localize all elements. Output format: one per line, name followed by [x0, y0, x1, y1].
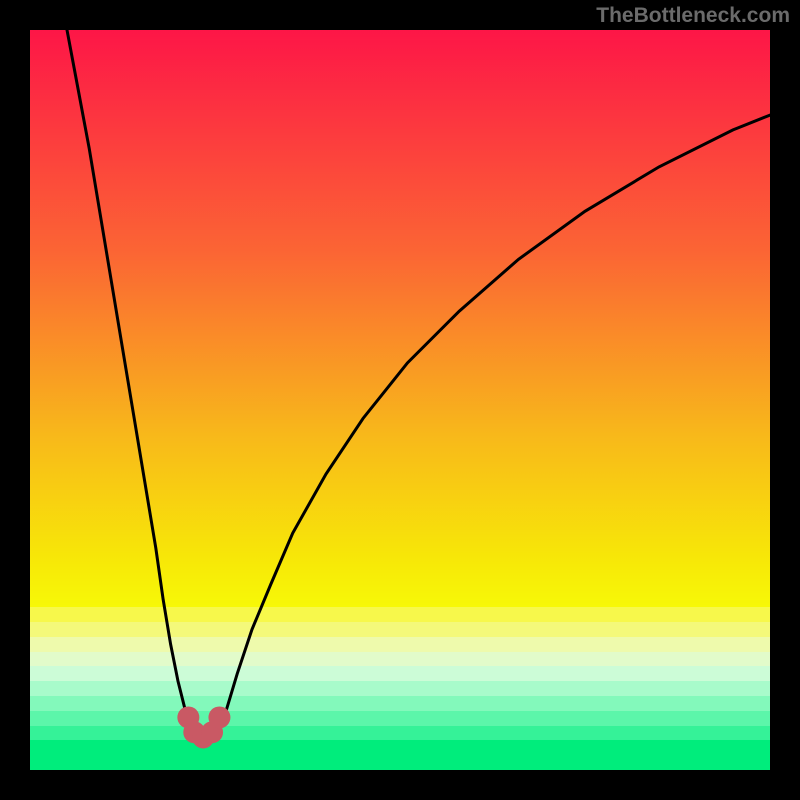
curve-right-branch: [219, 115, 770, 730]
watermark-text: TheBottleneck.com: [596, 4, 790, 28]
trough-marker: [208, 706, 230, 728]
curve-left-branch: [67, 30, 193, 730]
plot-area: [30, 30, 770, 770]
bottleneck-curve: [30, 30, 770, 770]
